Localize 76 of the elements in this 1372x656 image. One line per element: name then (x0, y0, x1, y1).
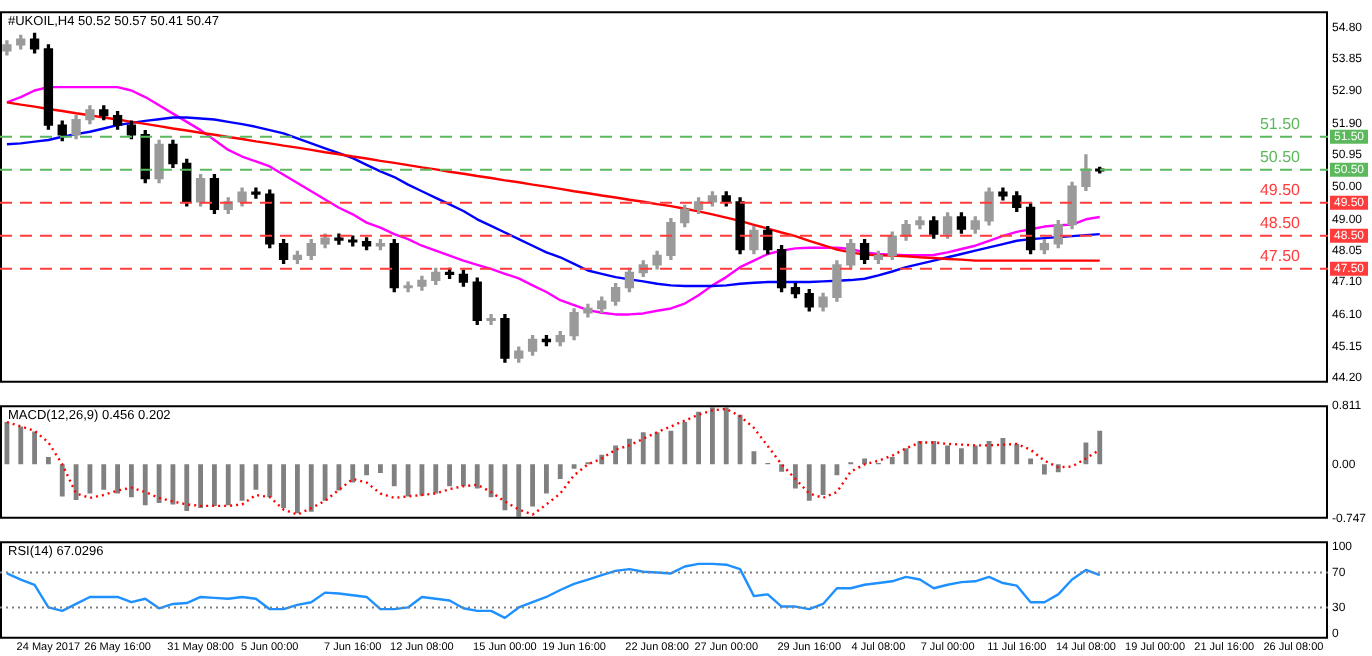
bar (737, 414, 743, 465)
bar (281, 464, 286, 509)
bar (640, 432, 646, 465)
bar (1000, 438, 1006, 465)
bar (433, 464, 439, 494)
bar (336, 464, 342, 491)
bar (267, 464, 273, 498)
bar (447, 464, 452, 487)
bar (73, 464, 79, 501)
bar (903, 448, 909, 465)
bar (972, 445, 978, 465)
bar (350, 464, 356, 483)
bar (710, 407, 715, 465)
bar (1042, 464, 1047, 475)
bar (682, 422, 688, 465)
ref-line-label: 50.50 (1259, 148, 1302, 167)
bar (696, 411, 701, 465)
bar (779, 464, 784, 472)
bar (4, 422, 10, 465)
line-series (5, 407, 1101, 516)
bar (142, 464, 148, 506)
bar (488, 464, 494, 498)
bar (931, 441, 937, 465)
bar (87, 464, 93, 494)
bar (945, 445, 950, 465)
bar (391, 464, 397, 487)
bar (502, 464, 508, 511)
bar (544, 464, 549, 494)
bar (405, 464, 411, 497)
bar (212, 464, 217, 506)
bar (834, 464, 840, 476)
bar (959, 448, 964, 465)
bar (46, 457, 51, 465)
bar (419, 464, 425, 496)
bar (225, 464, 231, 506)
bar (129, 464, 134, 498)
bar (516, 464, 522, 517)
bar (461, 464, 466, 487)
bar (101, 464, 107, 490)
bar (156, 464, 162, 503)
bar (1014, 443, 1020, 465)
bar (59, 464, 65, 497)
bar (32, 431, 37, 465)
bar (806, 464, 812, 501)
bar (793, 464, 798, 489)
bar (198, 464, 203, 509)
bar (308, 464, 314, 512)
bar (170, 464, 176, 505)
ref-line-label: 47.50 (1259, 247, 1302, 266)
ref-line-label: 51.50 (1259, 115, 1302, 134)
bar (557, 464, 563, 479)
bar (889, 457, 895, 465)
bar (295, 464, 300, 514)
bar (820, 464, 826, 495)
bar (364, 464, 369, 476)
bar (474, 464, 480, 489)
bar (723, 407, 729, 465)
bar (986, 441, 992, 465)
bar (751, 451, 757, 465)
ref-line-label: 49.50 (1259, 181, 1302, 200)
bar (613, 445, 618, 465)
bar (1083, 442, 1089, 465)
bar (322, 464, 328, 501)
bar (1097, 430, 1103, 465)
bar (239, 464, 245, 501)
bar (378, 464, 383, 474)
ref-line-label: 48.50 (1259, 214, 1302, 233)
bar (253, 464, 259, 490)
bar (115, 464, 120, 494)
bar (627, 438, 632, 465)
bar (530, 464, 535, 507)
bar (917, 441, 923, 465)
bar (18, 426, 24, 465)
bar (668, 430, 674, 465)
bar (184, 464, 190, 511)
bar (654, 432, 660, 465)
